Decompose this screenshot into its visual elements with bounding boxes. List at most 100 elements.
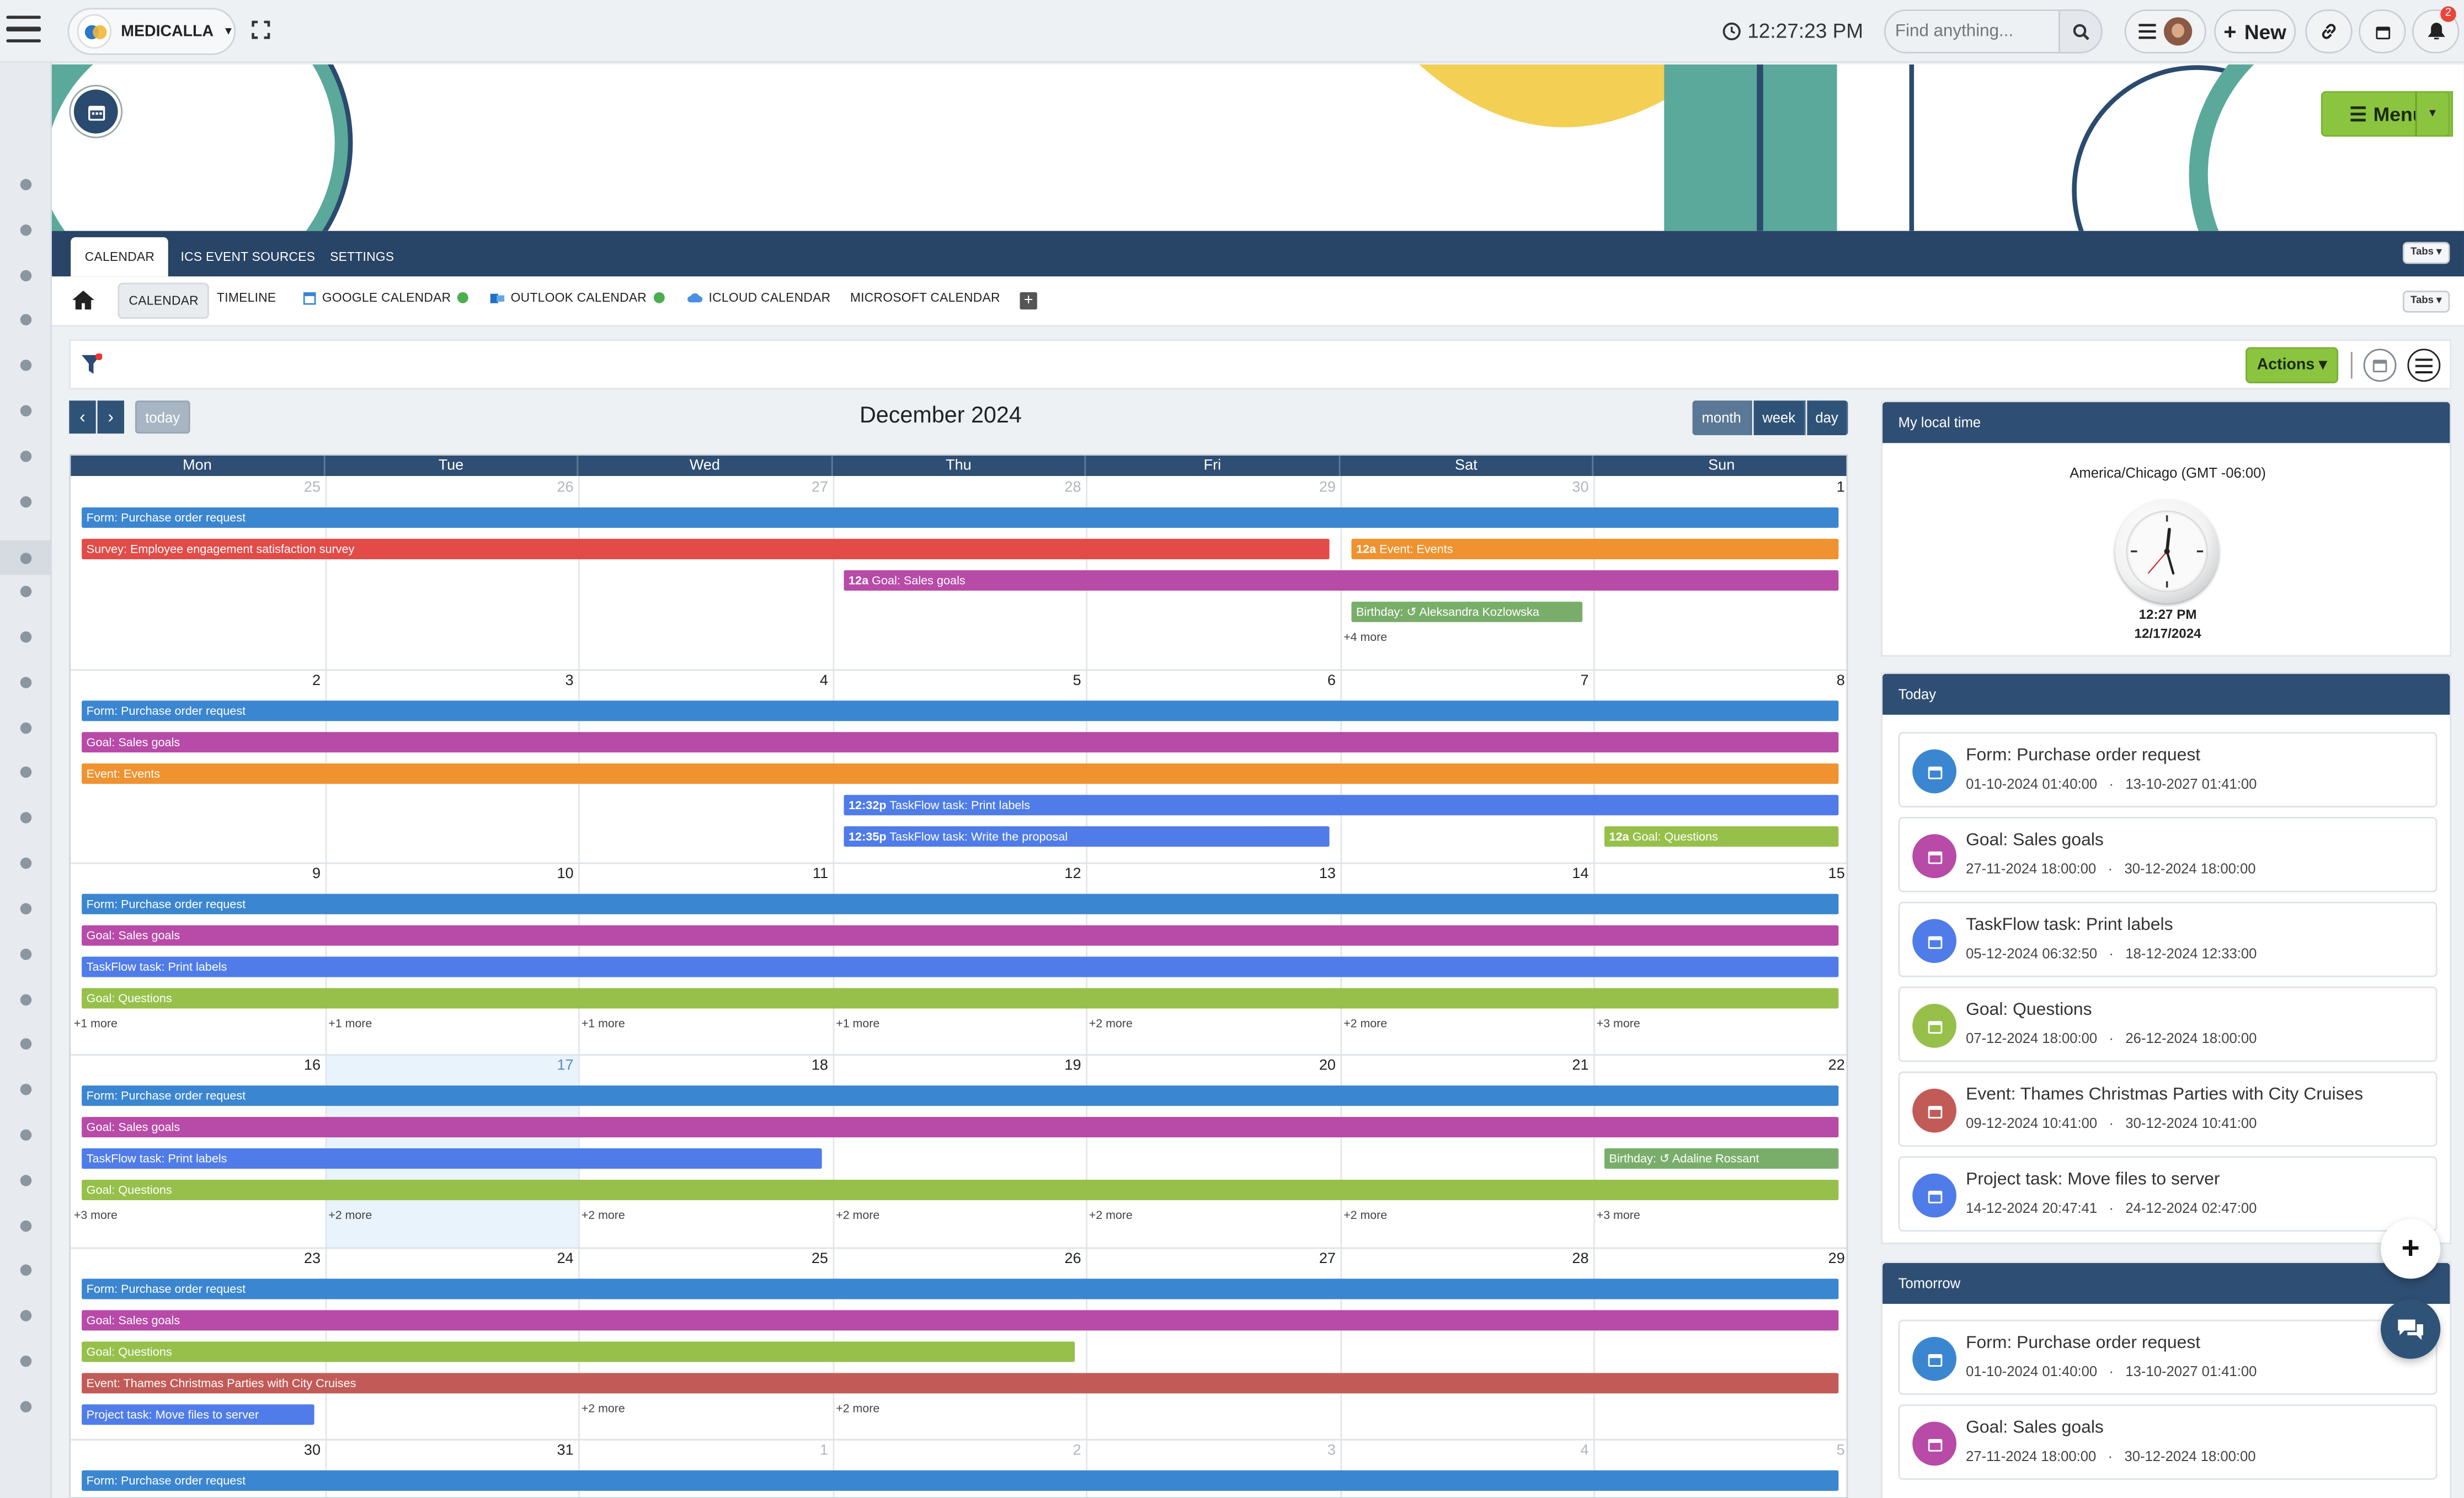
day-number[interactable]: 29	[1828, 1250, 1845, 1268]
calendar-event[interactable]: 12a Event: Events	[1351, 538, 1839, 559]
more-events-link[interactable]: +1 more	[836, 1016, 880, 1031]
sidebar-id-card-icon[interactable]	[15, 807, 36, 828]
tab2-google-calendar[interactable]: GOOGLE CALENDAR	[303, 291, 468, 305]
more-events-link[interactable]: +3 more	[1596, 1016, 1640, 1031]
more-events-link[interactable]: +2 more	[1343, 1208, 1388, 1222]
sidebar-file-icon[interactable]	[15, 1216, 36, 1237]
day-number[interactable]: 5	[1836, 1442, 1845, 1459]
more-events-link[interactable]: +2 more	[1089, 1208, 1133, 1222]
actions-button[interactable]: Actions ▾	[2246, 347, 2339, 383]
sidebar-table-icon[interactable]	[15, 853, 36, 874]
calendar-event[interactable]: Event: Events	[82, 763, 1839, 784]
sidebar-clipboard-icon[interactable]	[15, 718, 36, 739]
day-number[interactable]: 17	[557, 1057, 574, 1075]
calendar-event[interactable]: Goal: Sales goals	[82, 925, 1839, 946]
calendar-event[interactable]: TaskFlow task: Print labels	[82, 1148, 822, 1169]
more-events-link[interactable]: +1 more	[73, 1016, 118, 1031]
day-number[interactable]: 29	[1319, 479, 1336, 497]
day-number[interactable]: 2	[1073, 1442, 1081, 1459]
more-events-link[interactable]: +2 more	[581, 1208, 625, 1222]
menu-dropdown-toggle[interactable]: ▼	[2415, 91, 2450, 137]
calendar-event[interactable]: Form: Purchase order request	[82, 1278, 1839, 1299]
calendar-event[interactable]: Goal: Questions	[82, 988, 1839, 1009]
sidebar-inbox-icon[interactable]	[15, 627, 36, 647]
prev-month-button[interactable]: ‹	[69, 400, 96, 434]
sidebar-calendar-icon[interactable]	[0, 540, 52, 575]
day-number[interactable]: 26	[557, 479, 574, 497]
tab2-calendar[interactable]: CALENDAR	[118, 282, 210, 319]
day-number[interactable]: 21	[1572, 1057, 1589, 1075]
more-events-link[interactable]: +2 more	[836, 1401, 880, 1416]
sidebar-plane-icon[interactable]	[15, 1397, 36, 1417]
calendar-event[interactable]: 12:35p TaskFlow task: Write the proposal	[844, 826, 1330, 847]
day-view-button[interactable]: day	[1807, 400, 1848, 435]
sidebar-group-icon[interactable]	[15, 446, 36, 467]
tab2-microsoft-calendar[interactable]: MICROSOFT CALENDAR	[850, 291, 1000, 305]
calendar-event[interactable]: Project task: Move files to server	[82, 1404, 314, 1425]
filter-icon[interactable]	[80, 353, 103, 376]
calendar-shortcut-button[interactable]	[2359, 9, 2406, 54]
day-number[interactable]: 27	[1319, 1250, 1336, 1268]
tabs-dropdown-secondary[interactable]: Tabs ▾	[2402, 290, 2450, 313]
day-number[interactable]: 2	[312, 672, 321, 690]
day-number[interactable]: 23	[303, 1250, 321, 1268]
day-number[interactable]: 15	[1828, 865, 1845, 883]
search-button[interactable]	[2058, 9, 2103, 54]
day-number[interactable]: 5	[1073, 672, 1081, 690]
tab-settings[interactable]: SETTINGS	[330, 249, 394, 264]
day-number[interactable]: 1	[1836, 479, 1845, 497]
sidebar-search-icon[interactable]	[15, 355, 36, 376]
brand-switcher[interactable]: MEDICALLA ▼	[67, 8, 236, 55]
more-events-link[interactable]: +3 more	[73, 1208, 118, 1222]
calendar-event[interactable]: Event: Thames Christmas Parties with Cit…	[82, 1373, 1839, 1394]
month-view-button[interactable]: month	[1692, 400, 1752, 435]
day-number[interactable]: 6	[1327, 672, 1336, 690]
more-events-link[interactable]: +1 more	[328, 1016, 372, 1031]
sidebar-help-icon[interactable]	[15, 1034, 36, 1054]
agenda-item[interactable]: Goal: Sales goals 27-11-2024 18:00:00 · 3…	[1898, 1404, 2438, 1480]
day-number[interactable]: 25	[303, 479, 321, 497]
day-number[interactable]: 12	[1064, 865, 1081, 883]
calendar-event[interactable]: Form: Purchase order request	[82, 1470, 1839, 1491]
calendar-event[interactable]: Birthday: ↺ Aleksandra Kozlowska	[1351, 601, 1583, 622]
hamburger-menu-icon[interactable]	[6, 15, 41, 47]
day-number[interactable]: 26	[1064, 1250, 1081, 1268]
day-number[interactable]: 11	[812, 865, 829, 883]
day-number[interactable]: 1	[819, 1442, 829, 1459]
more-events-link[interactable]: +2 more	[581, 1401, 625, 1416]
more-events-link[interactable]: +2 more	[328, 1208, 372, 1222]
sidebar-briefcase-icon[interactable]	[15, 1125, 36, 1145]
add-tab-icon[interactable]: +	[1020, 292, 1037, 310]
calendar-event[interactable]: Survey: Employee engagement satisfaction…	[82, 538, 1330, 559]
day-number[interactable]: 14	[1572, 865, 1589, 883]
today-button[interactable]: today	[135, 400, 190, 434]
more-events-link[interactable]: +2 more	[836, 1208, 880, 1222]
sidebar-folder-icon[interactable]	[15, 400, 36, 421]
tab2-outlook-calendar[interactable]: OUTLOOK CALENDAR	[490, 291, 664, 305]
next-month-button[interactable]: ›	[97, 400, 125, 434]
day-number[interactable]: 18	[811, 1057, 829, 1075]
calendar-event[interactable]: Goal: Questions	[82, 1179, 1839, 1201]
day-number[interactable]: 10	[557, 865, 574, 883]
more-events-link[interactable]: +1 more	[581, 1016, 625, 1031]
sidebar-target-icon[interactable]	[15, 1306, 36, 1326]
day-number[interactable]: 27	[811, 479, 829, 497]
week-view-button[interactable]: week	[1753, 400, 1806, 435]
day-number[interactable]: 28	[1064, 479, 1081, 497]
day-number[interactable]: 25	[811, 1250, 829, 1268]
search-input[interactable]	[1884, 9, 2060, 54]
more-events-link[interactable]: +2 more	[1343, 1016, 1388, 1031]
day-number[interactable]: 28	[1572, 1250, 1589, 1268]
day-number[interactable]: 20	[1319, 1057, 1336, 1075]
calendar-event[interactable]: Goal: Sales goals	[82, 1117, 1839, 1138]
links-button[interactable]	[2305, 9, 2353, 54]
day-number[interactable]: 30	[303, 1442, 321, 1459]
sidebar-document-icon[interactable]	[15, 265, 36, 286]
agenda-item[interactable]: Form: Purchase order request 01-10-2024 0…	[1898, 732, 2438, 807]
day-number[interactable]: 31	[557, 1442, 574, 1459]
agenda-item[interactable]: Project task: Move files to server 14-12-…	[1898, 1156, 2438, 1232]
tabs-dropdown[interactable]: Tabs ▾	[2402, 242, 2450, 264]
day-number[interactable]: 4	[1580, 1442, 1589, 1459]
day-number[interactable]: 19	[1064, 1057, 1081, 1075]
fullscreen-icon[interactable]	[252, 20, 270, 39]
